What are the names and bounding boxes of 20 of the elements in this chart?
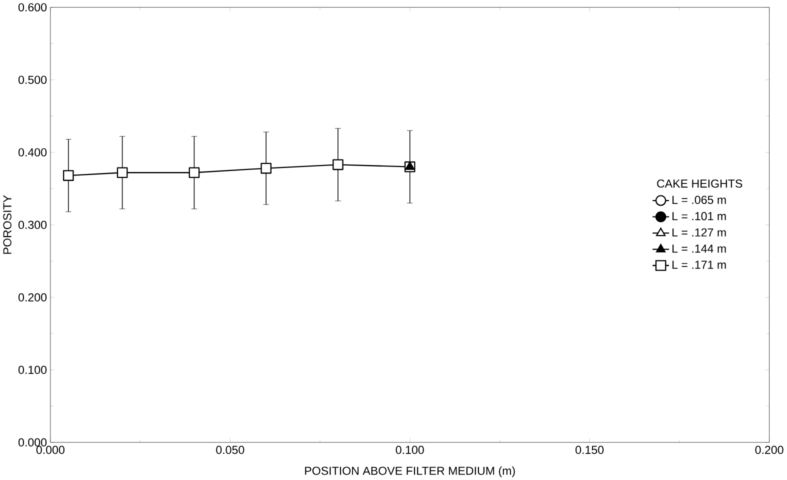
y-tick-label: 0.200 [18, 293, 47, 302]
legend-label: L = .065 m [672, 196, 726, 204]
y-tick-label: 0.000 [18, 438, 47, 446]
legend-label: L = .127 m [672, 228, 726, 236]
x-axis-title: POSITION ABOVE FILTER MEDIUM (m) [305, 466, 515, 477]
x-tick-label: 0.200 [755, 446, 784, 454]
y-tick-label: 0.100 [18, 366, 47, 374]
x-tick-label: 0.150 [576, 446, 604, 454]
legend-label: L = .101 m [672, 212, 726, 220]
y-axis-title: POROSITY [3, 194, 12, 254]
x-tick-label: 0.050 [216, 446, 244, 454]
y-tick-label: 0.500 [18, 76, 47, 84]
legend-label: L = .171 m [672, 260, 726, 269]
legend-title: CAKE HEIGHTS [657, 179, 742, 188]
y-tick-label: 0.600 [18, 3, 47, 12]
x-tick-label: 0.000 [36, 446, 64, 454]
y-tick-label: 0.400 [18, 148, 47, 156]
legend-label: L = .144 m [672, 244, 726, 252]
x-tick-label: 0.100 [396, 446, 424, 454]
y-tick-label: 0.300 [18, 220, 47, 229]
